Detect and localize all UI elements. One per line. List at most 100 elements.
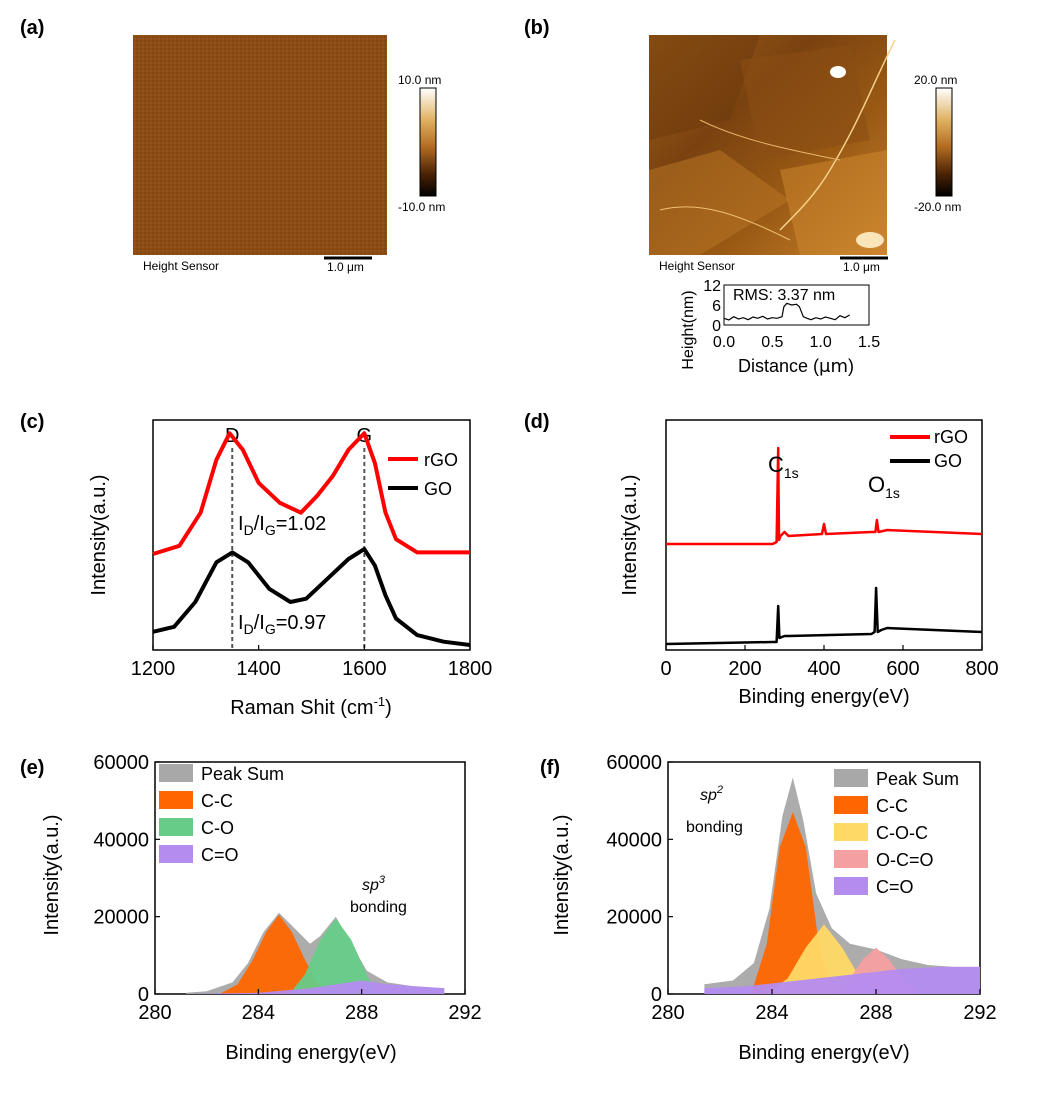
- legend-swatch-e-2: [159, 818, 193, 836]
- inset-xtick-label-3: 1.5: [858, 334, 880, 351]
- peak-label-c1s: C1s: [768, 452, 799, 481]
- xtick-label-f-0: 280: [651, 1002, 684, 1024]
- colorbar-b: [935, 87, 953, 197]
- colorbar-max-b: 20.0 nm: [914, 73, 957, 87]
- panel-b: (b) Height Sensor 1.0 μm 20.0 nm -20.0 n…: [524, 17, 961, 377]
- ytick-label-f-1: 20000: [606, 907, 662, 929]
- legend-label-e-1: C-C: [201, 791, 233, 811]
- inset-xtick-label-0: 0.0: [713, 334, 735, 351]
- ytick-label-e-3: 60000: [93, 752, 149, 774]
- ylabel-f: Intensity(a.u.): [551, 814, 573, 935]
- annotation-bonding-e: bonding: [350, 899, 407, 916]
- panel-a: (a) Height Sensor 1.0 μm 10.0 nm -10.0 n…: [20, 17, 445, 274]
- xtick-label-c-2: 1600: [342, 658, 387, 680]
- legend-label-f-1: C-C: [876, 796, 908, 816]
- xlabel-f: Binding energy(eV): [738, 1042, 909, 1064]
- plot-f: 280 284 288 292 0 20000 40000 60000: [606, 752, 996, 1024]
- legend-swatch-e-0: [159, 764, 193, 782]
- series-line-go-d: [665, 586, 983, 646]
- series-line-go-c: [152, 547, 471, 647]
- panel-label-e: (e): [20, 757, 44, 779]
- legend-label-f-2: C-O-C: [876, 823, 928, 843]
- legend-e: Peak Sum C-C C-O C=O: [159, 764, 284, 865]
- xtick-label-d-2: 400: [807, 658, 840, 680]
- legend-label-go-c: GO: [424, 479, 452, 499]
- xlabel-d: Binding energy(eV): [738, 686, 909, 708]
- inset-plot: [723, 302, 850, 321]
- inset-xtick-label-2: 1.0: [810, 334, 832, 351]
- legend-label-rgo-d: rGO: [934, 427, 968, 447]
- xtick-label-d-4: 800: [965, 658, 998, 680]
- xtick-label-f-1: 284: [755, 1002, 788, 1024]
- xlabel-e: Binding energy(eV): [225, 1042, 396, 1064]
- xtick-label-d-3: 600: [886, 658, 919, 680]
- legend-label-e-0: Peak Sum: [201, 764, 284, 784]
- xtick-label-d-0: 0: [660, 658, 671, 680]
- legend-swatch-e-3: [159, 845, 193, 863]
- panel-e: (e) 280 284 288 292 0 20000 40000 60000 Intensi…: [20, 752, 482, 1064]
- annotation-bonding-f: bonding: [686, 819, 743, 836]
- inset-profile-line: [723, 302, 850, 321]
- panel-d: (d) 0 200 400 600 800 Intensity(a.u.) Bindin…: [524, 411, 999, 708]
- ratio-go: ID/IG=0.97: [238, 612, 326, 637]
- inset-xlabel: Distance (μm): [738, 356, 854, 377]
- xtick-label-c-0: 1200: [131, 658, 176, 680]
- inset-ylabel: Height(nm): [680, 290, 697, 369]
- panel-label-f: (f): [540, 757, 560, 779]
- height-sensor-label-a: Height Sensor: [143, 259, 219, 273]
- legend-label-f-0: Peak Sum: [876, 769, 959, 789]
- legend-d: rGO GO: [890, 427, 968, 471]
- ytick-label-e-2: 40000: [93, 829, 149, 851]
- legend-swatch-f-3: [834, 850, 868, 868]
- legend-swatch-f-2: [834, 823, 868, 841]
- scale-bar-label-b: 1.0 μm: [843, 260, 880, 274]
- ratio-rgo: ID/IG=1.02: [238, 513, 326, 538]
- ylabel-d: Intensity(a.u.): [619, 474, 641, 595]
- scale-bar-label-a: 1.0 μm: [327, 260, 364, 274]
- inset-ticks: 0.0 0.5 1.0 1.5 0 6 12: [703, 278, 880, 351]
- legend-swatch-e-1: [159, 791, 193, 809]
- xtick-label-f-2: 288: [859, 1002, 892, 1024]
- panel-label-d: (d): [524, 411, 550, 433]
- series-area-c-c-e: [219, 914, 331, 994]
- series-area-c-o-e: [289, 918, 378, 994]
- panel-f: (f) 280 284 288 292 0 20000 40000 60000 Intensi…: [540, 752, 997, 1064]
- xtick-label-c-3: 1800: [448, 658, 493, 680]
- ytick-label-e-0: 0: [138, 984, 149, 1006]
- panel-label-a: (a): [20, 17, 44, 39]
- legend-c: rGO GO: [388, 450, 458, 499]
- annotation-sp2: sp2: [700, 784, 723, 804]
- xtick-label-c-1: 1400: [236, 658, 281, 680]
- series-line-rgo-c: [152, 431, 470, 556]
- inset-ytick-label-1: 6: [712, 298, 721, 315]
- plot-e: 280 284 288 292 0 20000 40000 60000: [93, 752, 481, 1024]
- inset-profile: RMS: 3.37 nm Height(nm) Distance (μm) 0.…: [680, 278, 880, 377]
- ylabel-c: Intensity(a.u.): [88, 474, 110, 595]
- axes-frame-c: [152, 419, 471, 651]
- panel-label-b: (b): [524, 17, 550, 39]
- legend-label-rgo-c: rGO: [424, 450, 458, 470]
- xlabel-c: Raman Shit (cm-1): [230, 694, 392, 719]
- series-area-c-o-e: [186, 980, 445, 994]
- colorbar-a: [419, 87, 437, 197]
- xtick-label-e-3: 292: [448, 1002, 481, 1024]
- inset-ytick-label-2: 12: [703, 278, 721, 295]
- ytick-label-e-1: 20000: [93, 907, 149, 929]
- series-line-rgo-d: [666, 446, 983, 546]
- legend-label-f-4: C=O: [876, 877, 914, 897]
- series-area-c-o-f: [704, 966, 980, 994]
- afm-image-b: [649, 35, 896, 255]
- ytick-label-f-3: 60000: [606, 752, 662, 774]
- colorbar-min-a: -10.0 nm: [398, 200, 445, 214]
- height-sensor-label-b: Height Sensor: [659, 259, 735, 273]
- ytick-label-f-0: 0: [651, 984, 662, 1006]
- colorbar-max-a: 10.0 nm: [398, 73, 441, 87]
- legend-swatch-f-1: [834, 796, 868, 814]
- legend-swatch-f-4: [834, 877, 868, 895]
- xtick-label-e-1: 284: [242, 1002, 275, 1024]
- inset-xtick-label-1: 0.5: [761, 334, 783, 351]
- legend-f: Peak Sum C-C C-O-C O-C=O C=O: [834, 769, 959, 897]
